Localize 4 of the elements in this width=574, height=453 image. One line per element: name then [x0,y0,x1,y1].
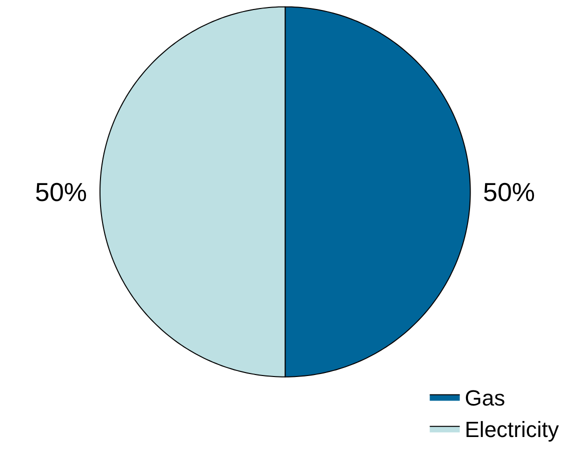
legend-label: Electricity [464,416,559,442]
data-label: 50% [483,177,536,207]
data-label: 50% [35,177,88,207]
legend-label: Gas [464,385,506,410]
